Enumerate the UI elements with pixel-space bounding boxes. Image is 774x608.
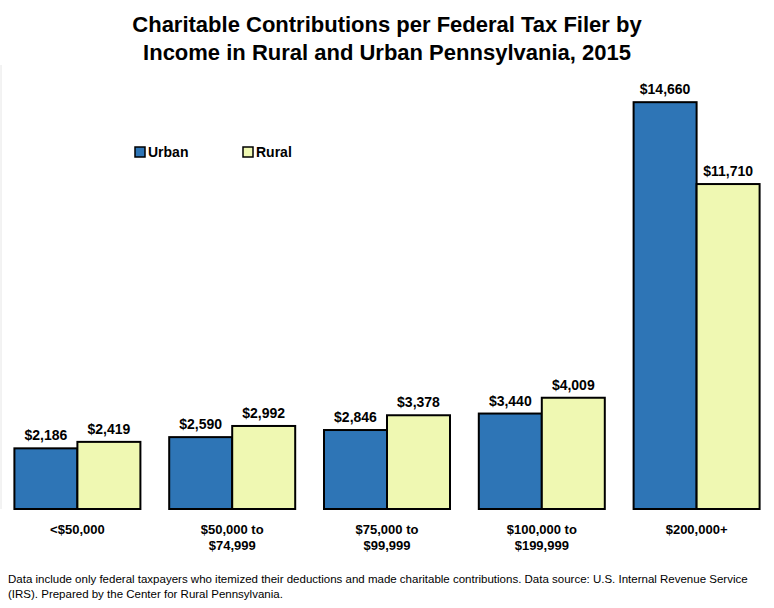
data-label: $11,710 bbox=[703, 163, 753, 179]
bar bbox=[542, 398, 605, 509]
text-line: $50,000 to bbox=[201, 522, 264, 537]
bar bbox=[634, 102, 697, 509]
legend-swatch bbox=[243, 147, 253, 157]
legend-swatch bbox=[135, 147, 145, 157]
data-label: $2,186 bbox=[24, 427, 67, 443]
text-line: $99,999 bbox=[364, 538, 411, 553]
data-label: $2,992 bbox=[242, 405, 285, 421]
bar bbox=[77, 442, 140, 509]
data-label: $14,660 bbox=[640, 81, 691, 97]
data-label: $2,419 bbox=[87, 421, 130, 437]
bar bbox=[387, 415, 450, 509]
bar bbox=[324, 430, 387, 509]
text-line: $100,000 to bbox=[507, 522, 577, 537]
text-line: Charitable Contributions per Federal Tax… bbox=[132, 12, 642, 37]
category-label: <$50,000 bbox=[50, 522, 105, 537]
title: Charitable Contributions per Federal Tax… bbox=[132, 12, 642, 65]
bar bbox=[169, 437, 232, 509]
text-line: (IRS). Prepared by the Center for Rural … bbox=[8, 588, 283, 600]
text-line: $199,999 bbox=[515, 538, 569, 553]
data-label: $2,846 bbox=[334, 409, 377, 425]
data-label: $3,440 bbox=[489, 393, 532, 409]
text-line: <$50,000 bbox=[50, 522, 105, 537]
bar bbox=[697, 184, 760, 509]
text-line: Income in Rural and Urban Pennsylvania, … bbox=[143, 40, 631, 65]
data-label: $4,009 bbox=[552, 377, 595, 393]
legend: Urban Rural bbox=[135, 144, 292, 160]
text-line: $200,000+ bbox=[666, 522, 728, 537]
bar bbox=[479, 414, 542, 509]
text-line: $75,000 to bbox=[356, 522, 419, 537]
data-label: $2,590 bbox=[179, 416, 222, 432]
data-label: $3,378 bbox=[397, 394, 440, 410]
chart: Charitable Contributions per Federal Tax… bbox=[0, 0, 774, 608]
bars bbox=[14, 102, 759, 509]
legend-label: Rural bbox=[256, 144, 292, 160]
legend-label: Urban bbox=[148, 144, 188, 160]
bar bbox=[232, 426, 295, 509]
text-line: $74,999 bbox=[209, 538, 256, 553]
bar bbox=[14, 448, 77, 509]
category-label: $200,000+ bbox=[666, 522, 728, 537]
category-label: $50,000 to$74,999 bbox=[201, 522, 264, 553]
category-label: $75,000 to$99,999 bbox=[356, 522, 419, 553]
text-line: Data include only federal taxpayers who … bbox=[8, 573, 748, 585]
category-label: $100,000 to$199,999 bbox=[507, 522, 577, 553]
data-labels: $2,186 $2,419 $2,590 $2,992 $2,846 $3,378 $3,4… bbox=[24, 81, 753, 443]
footnote: Data include only federal taxpayers who … bbox=[8, 573, 748, 600]
y-axis-range bbox=[1, 65, 2, 509]
